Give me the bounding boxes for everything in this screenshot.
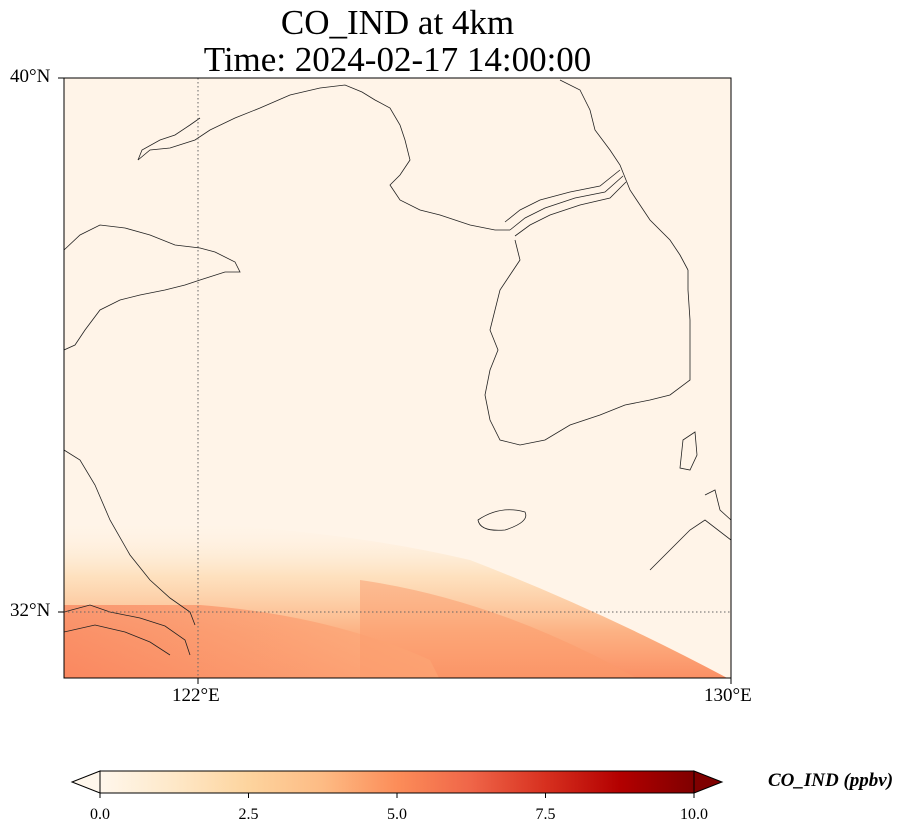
map-title-line2: Time: 2024-02-17 14:00:00 — [203, 40, 592, 79]
colorbar-tick-2-5: 2.5 — [238, 806, 259, 823]
colorbar-over-extend — [693, 770, 724, 794]
lon-tick-130E: 130°E — [704, 685, 752, 706]
lat-tick-40N: 40°N — [10, 66, 51, 87]
axis-ticks — [58, 77, 732, 684]
map-frame — [63, 77, 732, 679]
lat-tick-32N: 32°N — [10, 600, 51, 621]
colorbar-label: CO_IND (ppbv) — [768, 770, 894, 791]
map-title-line1: CO_IND at 4km — [280, 3, 515, 42]
colorbar-tick-5: 5.0 — [387, 806, 407, 823]
gridlines — [64, 78, 731, 678]
colorbar — [70, 770, 724, 798]
colorbar-tick-7-5: 7.5 — [535, 806, 556, 823]
colorbar-tick-10: 10.0 — [680, 806, 708, 823]
lon-tick-122E: 122°E — [172, 685, 220, 706]
colorbar-tick-0: 0.0 — [90, 806, 110, 823]
concentration-field — [64, 78, 731, 678]
coastlines — [64, 79, 731, 656]
colorbar-under-extend — [70, 770, 101, 794]
